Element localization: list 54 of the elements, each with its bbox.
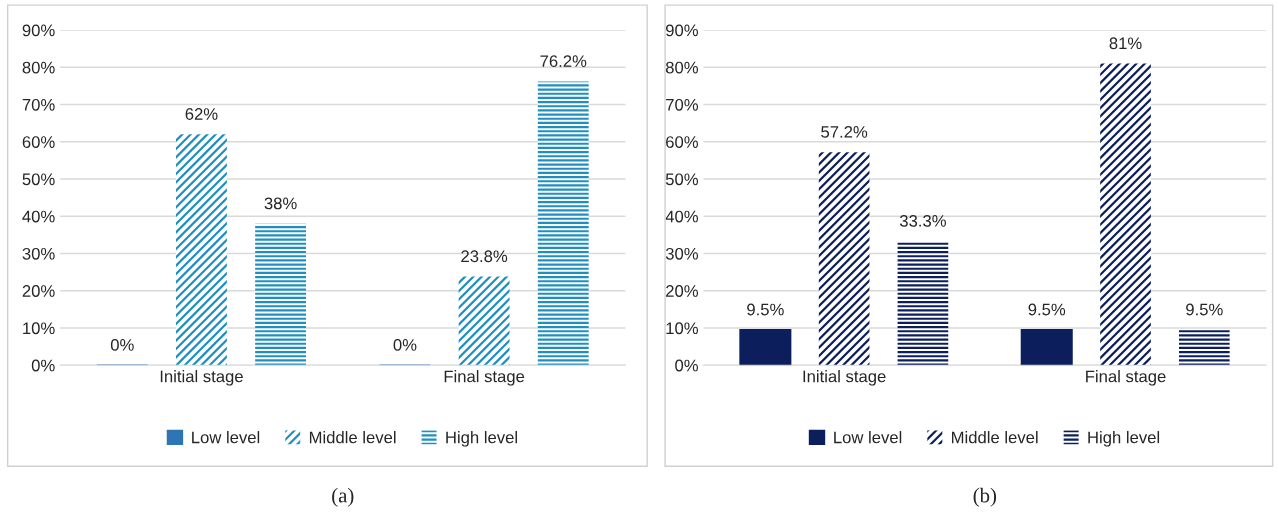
- data-label: 9.5%: [1028, 303, 1066, 316]
- data-label: 62%: [185, 108, 218, 120]
- y-tick-label: 10%: [23, 322, 55, 335]
- bar: [739, 329, 792, 366]
- bar: [176, 134, 227, 366]
- y-tick-label: 0%: [675, 359, 698, 372]
- data-label: 76.2%: [540, 55, 587, 68]
- y-tick-label: 20%: [666, 285, 698, 297]
- y-tick-label: 30%: [22, 247, 55, 260]
- y-tick-label: 90%: [22, 24, 55, 37]
- data-label: 0%: [110, 338, 134, 351]
- bar: [1020, 329, 1073, 366]
- legend-label: Low level: [192, 431, 260, 444]
- bar: [537, 81, 589, 366]
- y-tick-label: 50%: [22, 173, 55, 186]
- legend-label: High level: [446, 431, 517, 447]
- bar: [255, 223, 307, 366]
- bar: [458, 276, 510, 366]
- y-tick-label: 80%: [22, 61, 55, 74]
- y-tick-label: 70%: [22, 98, 55, 111]
- legend-label: High level: [1088, 431, 1160, 447]
- y-tick-label: 90%: [666, 24, 698, 37]
- data-label: 9.5%: [747, 303, 784, 316]
- legend-label: Middle level: [952, 431, 1038, 444]
- bar: [818, 152, 870, 366]
- y-tick-label: 40%: [22, 210, 55, 223]
- text: (a): [332, 487, 354, 507]
- y-tick-label: 10%: [666, 322, 698, 335]
- legend-label: Middle level: [309, 431, 396, 444]
- data-label: 9.5%: [1186, 303, 1223, 316]
- y-tick-label: 50%: [665, 173, 698, 186]
- data-label: 0%: [393, 338, 417, 351]
- legend-label: Low level: [834, 431, 902, 444]
- text: (b): [973, 487, 997, 507]
- x-tick-label: Final stage: [1086, 370, 1166, 386]
- y-tick-label: 60%: [22, 136, 55, 148]
- bar: [1100, 63, 1151, 366]
- y-tick-label: 0%: [31, 359, 55, 372]
- data-label: 38%: [264, 197, 297, 210]
- x-tick-label: Initial stage: [803, 370, 886, 386]
- data-label: 23.8%: [461, 250, 508, 263]
- y-tick-label: 40%: [665, 210, 698, 223]
- y-tick-label: 30%: [665, 247, 698, 260]
- y-tick-label: 80%: [665, 61, 698, 74]
- x-tick-label: Initial stage: [160, 370, 243, 386]
- y-tick-label: 70%: [666, 98, 698, 111]
- y-tick-label: 60%: [666, 136, 698, 148]
- data-label: 81%: [1109, 37, 1142, 50]
- data-label: 33.3%: [899, 214, 946, 227]
- y-tick-label: 20%: [22, 285, 55, 297]
- x-tick-label: Final stage: [444, 370, 525, 386]
- bar: [897, 241, 949, 366]
- data-label: 57.2%: [821, 125, 868, 138]
- bar: [1178, 329, 1230, 366]
